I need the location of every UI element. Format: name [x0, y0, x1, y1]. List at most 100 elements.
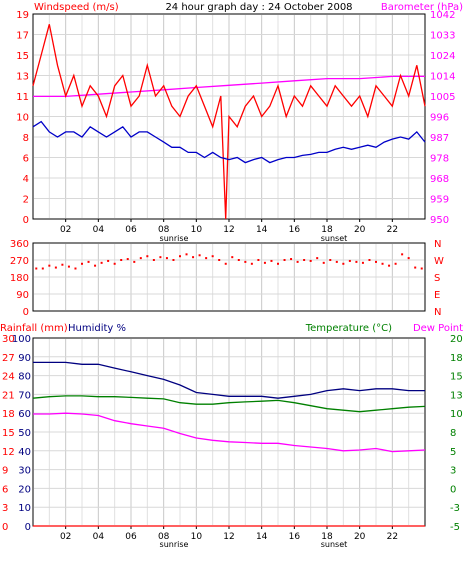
wind-direction-point — [329, 259, 332, 261]
direction-degree-ticks: 360 270 180 90 0 — [10, 239, 29, 318]
windspeed-tick-label: 8 — [23, 133, 29, 144]
wind-direction-point — [192, 256, 195, 259]
temperature-tick-label: -3 — [450, 503, 460, 514]
panel-hum-time-ticks: 02 04 06 08 10 12 14 16 18 20 22 — [60, 526, 398, 542]
time-tick-label: 10 — [191, 532, 203, 542]
direction-compass-label: E — [434, 290, 440, 301]
temperature-tick-label: 20 — [450, 334, 463, 345]
wind-direction-point — [375, 260, 377, 263]
wind-direction-point — [257, 259, 260, 261]
temperature-tick-label: 8 — [450, 428, 456, 439]
windspeed-line — [32, 24, 426, 220]
wind-direction-point — [290, 258, 293, 261]
dewpoint-axis-label: Dew Point — [413, 323, 463, 334]
windspeed-tick-label: 19 — [16, 10, 29, 21]
barometer-tick-label: 987 — [430, 133, 449, 144]
time-tick-label: 22 — [387, 532, 398, 542]
barometer-tick-label: 1005 — [430, 92, 455, 103]
rainfall-tick-label: 30 — [2, 334, 15, 345]
panel-hum-series — [32, 361, 426, 527]
time-tick-label: 04 — [93, 532, 105, 542]
time-tick-label: 18 — [321, 225, 333, 235]
wind-direction-point — [41, 267, 44, 270]
wind-direction-point — [263, 261, 266, 264]
humidity-tick-label: 30 — [18, 466, 31, 477]
wind-direction-point — [133, 260, 136, 263]
rainfall-tick-label: 27 — [2, 353, 15, 364]
windspeed-tick-label: 15 — [16, 51, 29, 62]
temperature-tick-label: 3 — [450, 466, 456, 477]
temperature-tick-label: 18 — [450, 353, 463, 364]
time-tick-label: 20 — [354, 225, 366, 235]
wind-direction-point — [303, 259, 306, 261]
wind-direction-point — [198, 254, 201, 257]
rainfall-tick-label: 15 — [2, 428, 15, 439]
wind-direction-point — [165, 257, 168, 260]
barometer-tick-label: 996 — [430, 113, 449, 124]
wind-direction-point — [61, 263, 64, 266]
wind-direction-point — [381, 262, 384, 265]
wind-direction-point — [54, 266, 57, 269]
direction-degree-label: 270 — [10, 256, 29, 267]
windspeed-tick-label: 2 — [23, 195, 29, 206]
wind-direction-point — [218, 259, 221, 261]
rainfall-axis-label: Rainfall (mm) — [0, 323, 68, 334]
time-tick-label: 08 — [158, 532, 170, 542]
wind-direction-point — [388, 264, 391, 267]
wind-direction-point — [394, 262, 397, 265]
temperature-axis-ticks: 20 18 15 13 10 8 5 3 0 -3 -5 — [450, 334, 463, 533]
sunrise-label-top: sunrise — [160, 234, 189, 243]
windspeed-tick-label: 4 — [23, 174, 29, 185]
time-tick-label: 18 — [321, 532, 333, 542]
wind-direction-point — [401, 253, 404, 256]
wind-direction-point — [126, 258, 129, 261]
direction-compass-label: S — [434, 273, 440, 284]
rainfall-tick-label: 21 — [2, 390, 15, 401]
wind-direction-point — [277, 262, 279, 265]
wind-direction-point — [152, 259, 155, 261]
wind-direction-point — [231, 256, 234, 259]
wind-direction-point — [316, 257, 319, 260]
wind-direction-point — [355, 260, 358, 263]
time-tick-label: 04 — [93, 225, 105, 235]
wind-direction-point — [250, 262, 253, 265]
wind-direction-point — [146, 255, 149, 258]
windspeed-tick-label: 10 — [16, 113, 29, 124]
humidity-tick-label: 60 — [18, 409, 31, 420]
wind-direction-point — [348, 259, 351, 262]
time-tick-label: 16 — [289, 225, 301, 235]
wind-direction-point — [185, 253, 188, 256]
wind-direction-point — [407, 257, 410, 260]
wind-direction-point — [113, 262, 116, 265]
temperature-tick-label: 15 — [450, 372, 463, 383]
temperature-tick-label: 13 — [450, 390, 463, 401]
wind-direction-point — [414, 266, 417, 269]
windspeed-axis-ticks: 19 17 15 13 11 10 8 6 4 2 0 — [16, 10, 29, 226]
barometer-line — [33, 75, 425, 98]
humidity-line — [33, 361, 425, 399]
sunrise-label-bottom: sunrise — [160, 540, 189, 549]
barometer-tick-label: 1033 — [430, 31, 455, 42]
wind-direction-point — [420, 267, 423, 270]
barometer-axis-ticks: 1042 1033 1024 1014 1005 996 987 978 968 959 950 — [430, 10, 455, 226]
humidity-tick-label: 10 — [18, 503, 31, 514]
wind-direction-point — [283, 259, 286, 261]
sunset-label-top: sunset — [321, 234, 348, 243]
rainfall-tick-label: 9 — [2, 466, 8, 477]
barometer-tick-label: 950 — [430, 215, 449, 226]
wind-direction-point — [211, 255, 214, 258]
time-tick-label: 02 — [60, 225, 71, 235]
wind-direction-point — [205, 257, 208, 260]
direction-degree-label: 180 — [10, 273, 29, 284]
wind-direction-point — [120, 259, 123, 261]
wind-direction-point — [100, 261, 103, 264]
rainfall-tick-label: 24 — [2, 372, 15, 383]
wind-direction-point — [139, 257, 142, 260]
wind-direction-point — [74, 267, 77, 270]
humidity-tick-label: 80 — [18, 372, 31, 383]
barometer-tick-label: 968 — [430, 174, 449, 185]
